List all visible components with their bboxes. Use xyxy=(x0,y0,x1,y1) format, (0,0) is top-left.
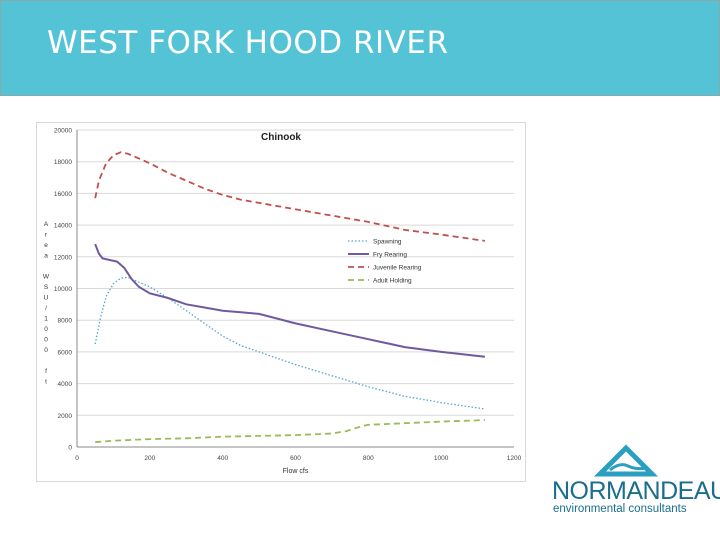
series-line-spawning xyxy=(94,276,485,410)
x-tick-label: 1000 xyxy=(434,455,449,462)
x-tick-label: 1200 xyxy=(507,455,522,462)
y-tick-label: 4000 xyxy=(58,381,73,388)
chart-title: Chinook xyxy=(261,132,301,143)
chart-container: 0 2000 4000 6000 8000 10000 12000 14000 16000 180… xyxy=(36,118,526,482)
logo-mark-icon xyxy=(593,444,659,477)
header-bar: WEST FORK HOOD RIVER xyxy=(0,0,720,96)
y-tick-label: 0 xyxy=(68,445,72,452)
y-tick-label: 18000 xyxy=(54,159,72,166)
y-tick-label: 14000 xyxy=(54,223,72,230)
x-tick-label: 800 xyxy=(363,455,374,462)
logo-name: NORMANDEAU xyxy=(552,477,720,505)
y-tick-label: 8000 xyxy=(58,318,73,325)
line-chart: 0200040006000800010000120001400016000180… xyxy=(36,122,526,482)
company-logo: NORMANDEAU environmental consultants xyxy=(548,444,720,524)
series-line-juvenile-rearing xyxy=(94,151,486,242)
x-axis-label: Flow cfs xyxy=(283,468,309,475)
series-line-adult-holding xyxy=(95,419,485,444)
series-line-fry-rearing xyxy=(94,243,486,358)
legend-entry: Adult Holding xyxy=(373,278,412,285)
y-tick-label: 16000 xyxy=(54,191,72,198)
x-tick-label: 0 xyxy=(75,455,79,462)
x-tick-label: 600 xyxy=(290,455,301,462)
chart-frame xyxy=(36,122,526,482)
y-tick-label: 2000 xyxy=(58,413,73,420)
logo-tagline: environmental consultants xyxy=(553,503,687,515)
x-tick-label: 400 xyxy=(217,455,228,462)
legend-entry: Fry Rearing xyxy=(373,252,407,259)
y-tick-label: 6000 xyxy=(58,349,73,356)
legend-entry: Juvenile Rearing xyxy=(373,265,422,272)
y-tick-label: 10000 xyxy=(54,286,72,293)
x-tick-label: 200 xyxy=(144,455,155,462)
legend-entry: Spawning xyxy=(373,239,402,246)
y-tick-label: 12000 xyxy=(54,254,72,261)
page-title: WEST FORK HOOD RIVER xyxy=(47,25,449,61)
y-tick-label: 20000 xyxy=(54,128,72,135)
